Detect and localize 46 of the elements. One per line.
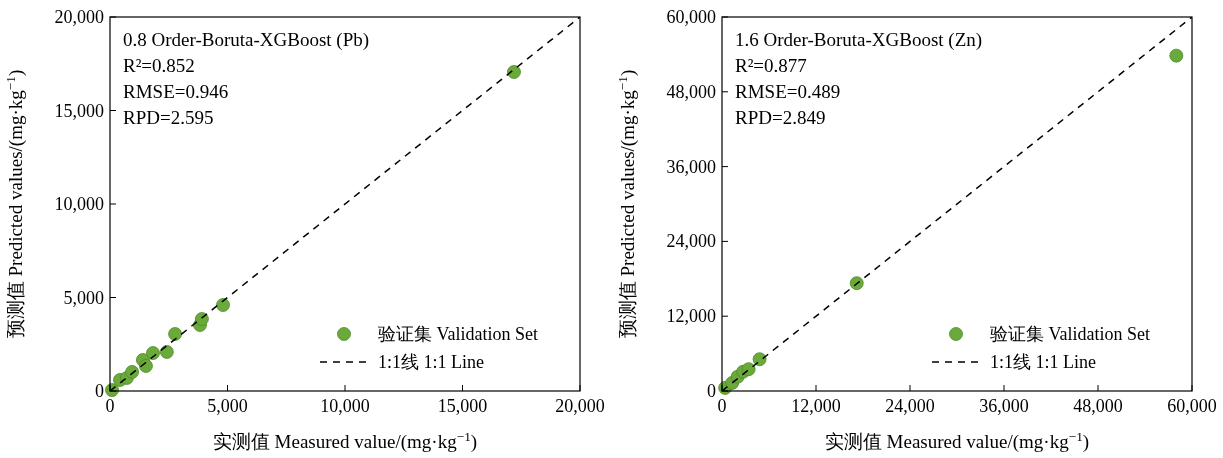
- annotation: RPD=2.849: [735, 107, 826, 128]
- point: [159, 345, 174, 359]
- x-tick-label: 60,000: [1167, 396, 1217, 416]
- y-tick-label: 48,000: [666, 81, 716, 102]
- y-tick-label: 36,000: [666, 156, 716, 177]
- x-tick-label: 20,000: [555, 396, 605, 416]
- x-axis-title: 实测值 Measured value/(mg·kg$^{−1}$): [824, 428, 1090, 453]
- point: [1169, 48, 1184, 63]
- legend-label: 验证集 Validation Set: [990, 324, 1150, 344]
- x-tick-label: 5,000: [207, 396, 248, 416]
- y-tick-label: 0: [707, 381, 716, 401]
- annotation: RMSE=0.489: [735, 81, 841, 102]
- y-tick-label: 24,000: [666, 231, 716, 252]
- y-tick-label: 15,000: [54, 100, 104, 121]
- point: [216, 298, 230, 312]
- point: [125, 365, 139, 379]
- point: [752, 352, 767, 367]
- y-tick-label: 20,000: [54, 7, 104, 27]
- point: [146, 346, 160, 360]
- legend-label: 1:1线 1:1 Line: [990, 352, 1096, 372]
- annotation: 1.6 Order-Boruta-XGBoost (Zn): [735, 29, 983, 51]
- legend-label: 验证集 Validation Set: [378, 324, 538, 344]
- point: [849, 276, 864, 291]
- x-tick-label: 12,000: [791, 396, 841, 416]
- annotation: R²=0.877: [735, 55, 807, 76]
- x-tick-label: 10,000: [320, 396, 370, 416]
- y-tick-label: 12,000: [666, 306, 716, 327]
- annotation: R²=0.852: [123, 55, 195, 76]
- x-tick-label: 24,000: [885, 396, 935, 416]
- point: [507, 65, 521, 79]
- y-tick-label: 60,000: [666, 7, 716, 27]
- annotation: RPD=2.595: [123, 107, 214, 128]
- x-tick-label: 48,000: [1073, 396, 1123, 416]
- point: [741, 362, 756, 377]
- point: [139, 359, 153, 373]
- point: [194, 312, 209, 326]
- annotation: 0.8 Order-Boruta-XGBoost (Pb): [123, 29, 370, 51]
- x-axis-title: 实测值 Measured value/(mg·kg$^{−1}$): [212, 428, 478, 453]
- point: [168, 327, 182, 341]
- legend-label: 1:1线 1:1 Line: [378, 352, 484, 372]
- annotation: RMSE=0.946: [123, 81, 229, 102]
- y-tick-label: 5,000: [63, 287, 104, 308]
- y-tick-label: 0: [95, 381, 104, 401]
- y-tick-label: 10,000: [54, 194, 104, 214]
- x-tick-label: 36,000: [979, 396, 1029, 416]
- x-tick-label: 15,000: [437, 396, 488, 416]
